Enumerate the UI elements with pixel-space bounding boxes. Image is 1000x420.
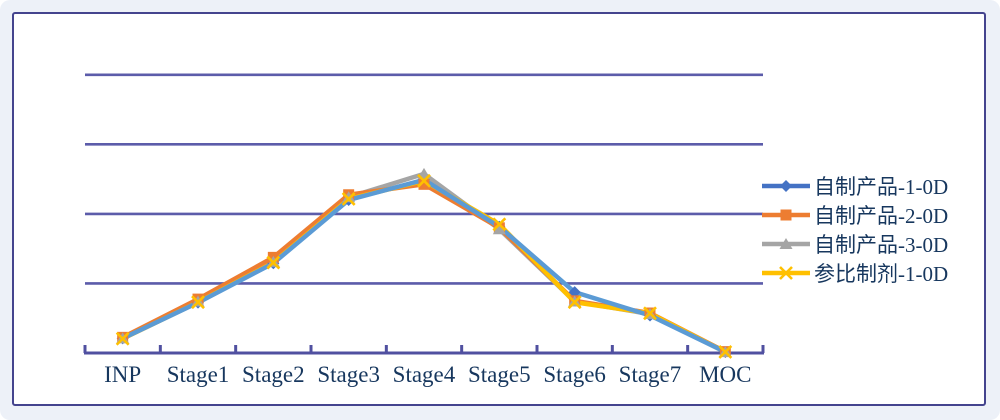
legend-item-series4: 参比制剂-1-0D xyxy=(760,259,992,286)
x-axis-label-moc: MOC xyxy=(699,362,752,387)
legend-item-series1: 自制产品-1-0D xyxy=(760,172,992,199)
chart-legend: 自制产品-1-0D 自制产品-2-0D 自制产品-3-0D 参比制剂-1-0D xyxy=(760,172,992,286)
x-axis-labels: INP Stage1 Stage2 Stage3 Stage4 Stage5 S… xyxy=(85,360,763,390)
x-axis-label-inp: INP xyxy=(104,362,142,387)
legend-swatch-square-icon xyxy=(762,209,810,220)
legend-label: 参比制剂-1-0D xyxy=(814,261,949,286)
legend-label: 自制产品-3-0D xyxy=(814,232,949,257)
x-axis-label-stage2: Stage2 xyxy=(242,362,305,387)
x-axis-label-stage3: Stage3 xyxy=(317,362,380,387)
x-axis-label-stage1: Stage1 xyxy=(166,362,230,387)
legend-label: 自制产品-1-0D xyxy=(814,174,949,199)
x-axis-label-stage7: Stage7 xyxy=(618,362,682,387)
legend-item-series2: 自制产品-2-0D xyxy=(760,201,992,228)
legend-swatch-diamond-icon xyxy=(762,179,810,192)
legend-label: 自制产品-2-0D xyxy=(814,203,949,228)
legend-swatch-x-icon xyxy=(762,265,810,280)
x-axis-label-stage6: Stage6 xyxy=(543,362,606,387)
x-axis-label-stage4: Stage4 xyxy=(392,362,456,387)
legend-item-series3: 自制产品-3-0D xyxy=(760,230,992,257)
x-axis-label-stage5: Stage5 xyxy=(468,362,531,387)
legend-swatch-triangle-icon xyxy=(762,237,810,249)
chart-panel xyxy=(12,12,986,406)
